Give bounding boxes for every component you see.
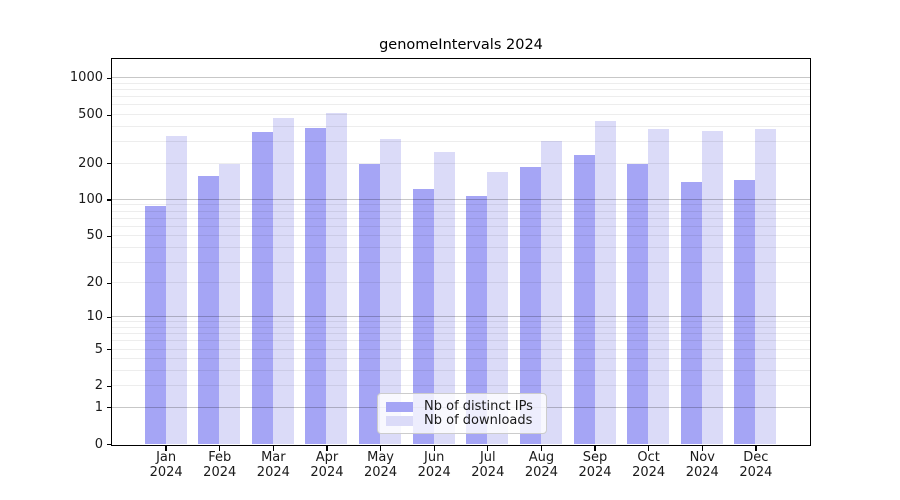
x-tick-mark [540,446,543,451]
x-tick-label-aug: Aug 2024 [524,450,558,480]
bar-jun-downloads [433,151,455,444]
bar-nov-downloads [701,130,723,444]
y-tick-label: 2 [94,378,103,394]
bar-sep-downloads [594,120,616,444]
bar-jul-distinct-ips [466,195,488,444]
bar-apr-distinct-ips [305,128,327,444]
x-tick-mark [219,446,221,451]
legend-entry-distinct-ips: Nb of distinct IPs [386,400,537,414]
legend-swatch-downloads [386,416,413,426]
bar-dec-distinct-ips [734,179,756,444]
x-tick-mark [648,446,650,451]
x-tick-label-jul: Jul 2024 [471,450,505,480]
x-tick-label-jan: Jan 2024 [149,450,183,480]
bar-mar-downloads [272,118,294,444]
legend-label-distinct-ips: Nb of distinct IPs [424,399,533,414]
y-tick-label: 0 [94,436,103,452]
bar-oct-downloads [648,128,670,444]
y-tick-mark [106,348,111,351]
y-tick-label: 5 [94,341,103,357]
y-tick-label: 500 [78,107,103,123]
x-tick-label-dec: Dec 2024 [739,450,773,480]
x-tick-mark [594,446,596,451]
x-tick-mark [326,446,328,451]
x-tick-mark [755,446,757,451]
bar-sep-distinct-ips [573,155,595,444]
bar-feb-downloads [219,164,241,444]
bar-mar-distinct-ips [251,132,273,444]
bar-nov-distinct-ips [680,182,702,444]
x-tick-mark [701,446,703,451]
y-tick-label: 50 [86,228,103,244]
y-tick-mark [106,199,111,201]
y-tick-mark [106,162,111,165]
x-tick-label-oct: Oct 2024 [632,450,666,480]
y-tick-label: 1 [94,399,103,415]
y-tick-label: 200 [78,155,103,171]
bar-jul-downloads [487,172,509,444]
y-tick-mark [106,443,111,446]
x-tick-label-may: May 2024 [364,450,398,480]
y-tick-mark [106,235,111,237]
y-tick-label: 20 [86,275,103,291]
x-tick-mark [379,446,382,451]
y-tick-mark [106,77,111,80]
bars-layer [112,59,810,445]
y-tick-mark [106,316,111,319]
chart-title: genomeIntervals 2024 [379,37,543,53]
x-tick-mark [487,446,489,451]
y-tick-label: 10 [86,309,103,325]
x-tick-label-sep: Sep 2024 [578,450,612,480]
y-tick-label: 100 [78,191,103,207]
x-tick-mark [433,446,435,451]
bar-aug-downloads [540,141,562,444]
y-tick-mark [106,407,111,409]
bar-dec-downloads [755,129,777,444]
x-tick-label-apr: Apr 2024 [310,450,344,480]
y-tick-mark [106,385,111,387]
y-tick-mark [106,282,111,284]
legend-label-downloads: Nb of downloads [424,413,533,428]
x-tick-label-feb: Feb 2024 [203,450,237,480]
bar-jan-distinct-ips [144,205,166,444]
x-tick-label-nov: Nov 2024 [685,450,719,480]
x-tick-mark [272,446,274,451]
bar-may-distinct-ips [359,163,381,444]
bar-jan-downloads [165,135,187,444]
y-tick-label: 1000 [69,70,103,86]
bar-oct-distinct-ips [627,164,649,444]
x-tick-mark [165,446,167,451]
x-tick-label-mar: Mar 2024 [256,450,290,480]
bar-may-downloads [380,139,402,444]
bar-aug-distinct-ips [519,167,541,444]
bar-feb-distinct-ips [198,176,220,444]
bar-jun-distinct-ips [412,189,434,444]
x-tick-label-jun: Jun 2024 [417,450,451,480]
legend-swatch-distinct-ips [386,402,413,412]
y-tick-mark [106,114,111,116]
plot-area [111,58,811,446]
legend-entry-downloads: Nb of downloads [386,414,537,428]
bar-apr-downloads [326,113,348,444]
legend: Nb of distinct IPs Nb of downloads [377,393,547,434]
